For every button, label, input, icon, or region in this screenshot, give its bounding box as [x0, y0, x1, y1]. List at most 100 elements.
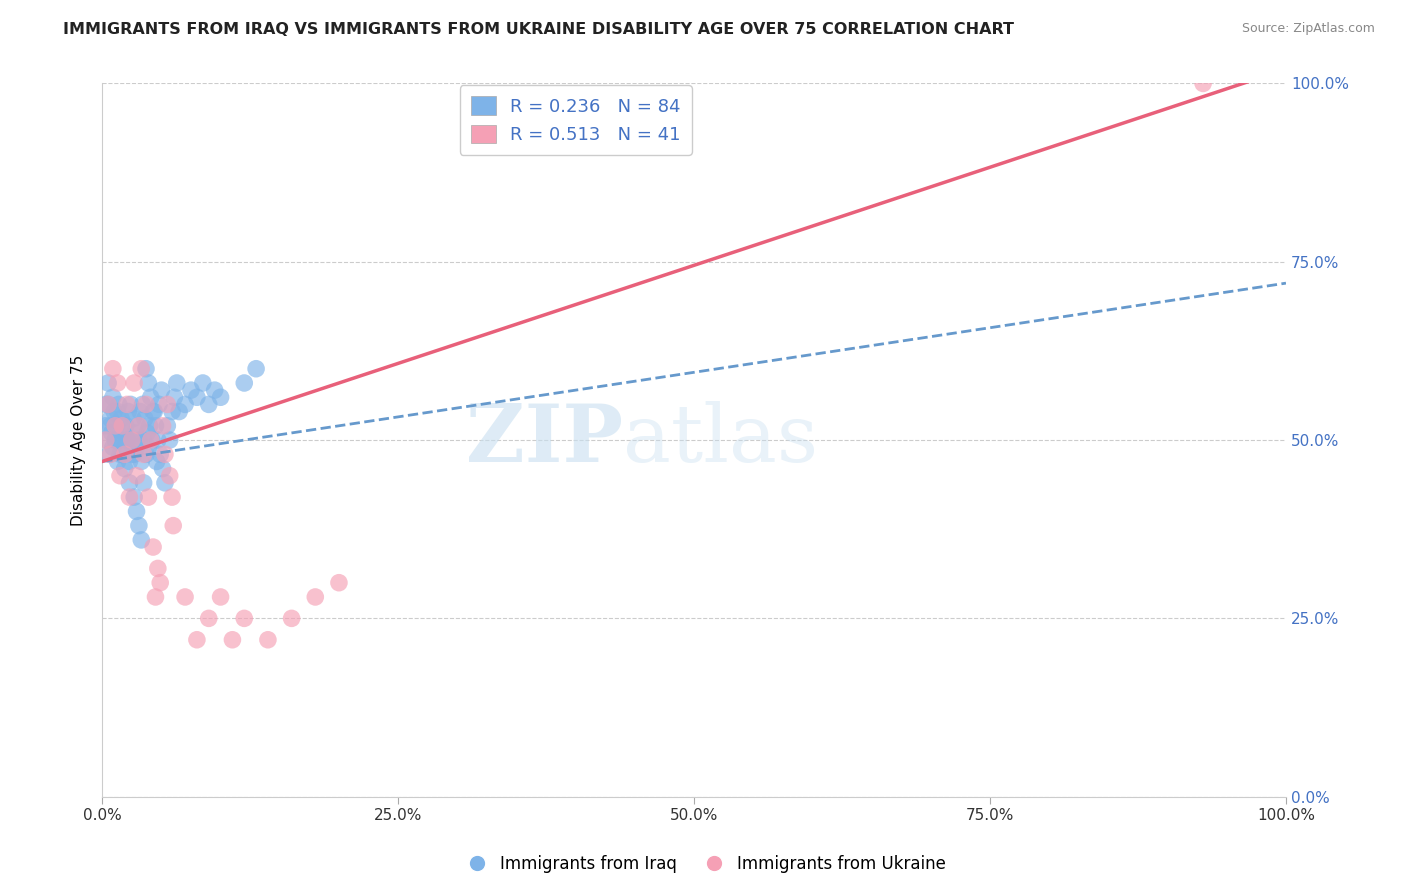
Point — [125, 468, 148, 483]
Point — [204, 383, 226, 397]
Point — [114, 447, 136, 461]
Point — [159, 468, 181, 483]
Point — [135, 447, 157, 461]
Point — [107, 404, 129, 418]
Point — [114, 461, 136, 475]
Point — [122, 490, 145, 504]
Point — [160, 404, 183, 418]
Point — [94, 397, 117, 411]
Point — [280, 611, 302, 625]
Point — [100, 447, 122, 461]
Point — [149, 447, 172, 461]
Point — [110, 411, 132, 425]
Point — [127, 418, 149, 433]
Point — [209, 390, 232, 404]
Point — [105, 418, 128, 433]
Point — [122, 411, 145, 425]
Point — [97, 397, 120, 411]
Point — [145, 418, 167, 433]
Point — [138, 490, 160, 504]
Point — [112, 425, 135, 440]
Point — [186, 390, 208, 404]
Point — [156, 397, 179, 411]
Point — [115, 418, 138, 433]
Point — [209, 590, 232, 604]
Point — [129, 404, 152, 418]
Point — [132, 475, 155, 490]
Point — [118, 490, 141, 504]
Point — [149, 575, 172, 590]
Point — [138, 376, 160, 390]
Point — [197, 611, 219, 625]
Point — [111, 418, 134, 433]
Point — [118, 454, 141, 468]
Text: atlas: atlas — [623, 401, 818, 479]
Point — [139, 433, 162, 447]
Point — [121, 433, 143, 447]
Point — [131, 397, 153, 411]
Point — [121, 447, 143, 461]
Point — [180, 383, 202, 397]
Point — [245, 361, 267, 376]
Point — [128, 418, 150, 433]
Point — [96, 433, 118, 447]
Point — [148, 397, 170, 411]
Point — [174, 397, 197, 411]
Point — [153, 475, 176, 490]
Point — [156, 418, 179, 433]
Point — [129, 454, 152, 468]
Y-axis label: Disability Age Over 75: Disability Age Over 75 — [72, 354, 86, 525]
Point — [104, 433, 127, 447]
Point — [146, 433, 169, 447]
Text: IMMIGRANTS FROM IRAQ VS IMMIGRANTS FROM UKRAINE DISABILITY AGE OVER 75 CORRELATI: IMMIGRANTS FROM IRAQ VS IMMIGRANTS FROM … — [63, 22, 1014, 37]
Point — [132, 447, 155, 461]
Point — [143, 404, 166, 418]
Point — [186, 632, 208, 647]
Point — [152, 461, 174, 475]
Point — [159, 433, 181, 447]
Point — [153, 447, 176, 461]
Point — [145, 590, 167, 604]
Point — [174, 590, 197, 604]
Point — [124, 425, 146, 440]
Point — [114, 440, 136, 454]
Point — [100, 425, 122, 440]
Point — [160, 490, 183, 504]
Point — [138, 440, 160, 454]
Point — [1192, 77, 1215, 91]
Point — [125, 440, 148, 454]
Legend: R = 0.236   N = 84, R = 0.513   N = 41: R = 0.236 N = 84, R = 0.513 N = 41 — [460, 86, 692, 154]
Point — [97, 397, 120, 411]
Point — [129, 361, 152, 376]
Point — [132, 433, 155, 447]
Point — [108, 447, 131, 461]
Point — [94, 433, 117, 447]
Legend: Immigrants from Iraq, Immigrants from Ukraine: Immigrants from Iraq, Immigrants from Uk… — [454, 848, 952, 880]
Point — [115, 397, 138, 411]
Point — [197, 397, 219, 411]
Point — [135, 361, 157, 376]
Point — [304, 590, 326, 604]
Point — [221, 632, 243, 647]
Point — [122, 376, 145, 390]
Point — [138, 418, 160, 433]
Point — [101, 390, 124, 404]
Point — [146, 561, 169, 575]
Point — [111, 447, 134, 461]
Point — [257, 632, 280, 647]
Point — [100, 411, 122, 425]
Point — [107, 397, 129, 411]
Point — [117, 404, 139, 418]
Point — [139, 390, 162, 404]
Point — [233, 376, 256, 390]
Text: Source: ZipAtlas.com: Source: ZipAtlas.com — [1241, 22, 1375, 36]
Point — [101, 440, 124, 454]
Point — [135, 397, 157, 411]
Point — [107, 454, 129, 468]
Point — [103, 404, 125, 418]
Point — [233, 611, 256, 625]
Point — [104, 433, 127, 447]
Point — [128, 518, 150, 533]
Point — [115, 433, 138, 447]
Point — [108, 468, 131, 483]
